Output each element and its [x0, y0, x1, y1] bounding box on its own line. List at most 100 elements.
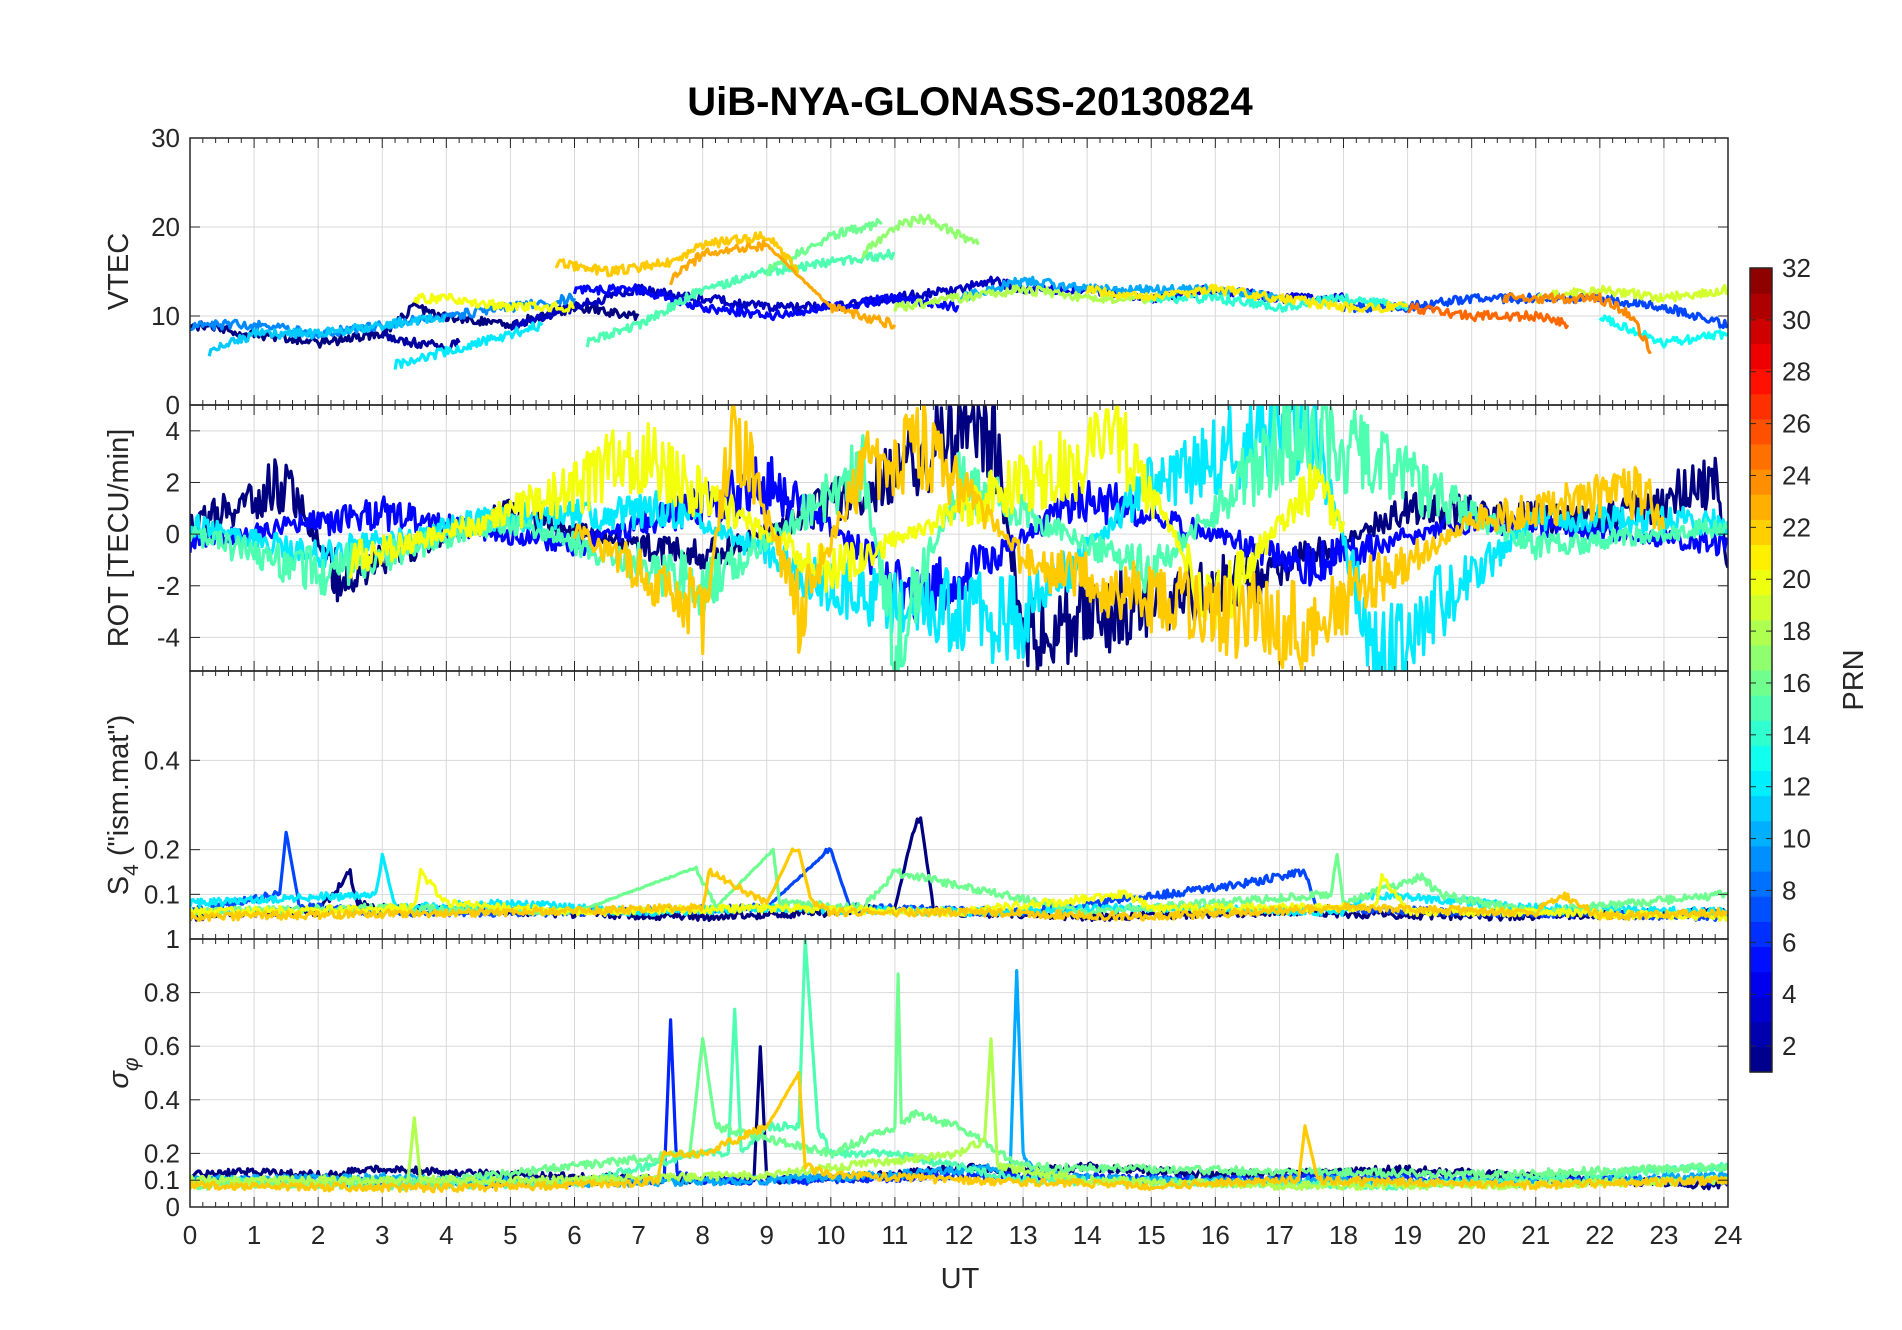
x-tick-label: 11	[881, 1220, 908, 1250]
colorbar-segment	[1750, 594, 1772, 621]
colorbar-segment	[1750, 670, 1772, 696]
colorbar-segment	[1750, 871, 1772, 897]
colorbar-segment	[1750, 820, 1772, 847]
x-tick-label: 21	[1521, 1220, 1550, 1250]
colorbar-segment	[1750, 544, 1772, 571]
colorbar-segment	[1750, 494, 1772, 520]
y-tick-label-s4: 0.2	[144, 835, 180, 865]
series-line-vtec-prn-17	[861, 213, 980, 259]
x-tick-label: 18	[1329, 1220, 1358, 1250]
colorbar-tick-label: 10	[1782, 824, 1811, 854]
colorbar-tick-label: 32	[1782, 253, 1811, 283]
colorbar-segment	[1750, 318, 1772, 344]
colorbar-segment	[1750, 971, 1772, 998]
y-tick-label-s4: 0.1	[144, 879, 180, 909]
colorbar-segment	[1750, 695, 1772, 721]
x-tick-label: 23	[1649, 1220, 1678, 1250]
y-tick-label-rot: -2	[157, 571, 180, 601]
series-line-vtec-prn-5	[572, 283, 960, 322]
colorbar-label: PRN	[1838, 649, 1870, 710]
colorbar-tick-label: 12	[1782, 772, 1811, 802]
colorbar-segment	[1750, 519, 1772, 545]
y-axis-label-sigma_phi: σφ	[103, 1057, 143, 1089]
ticks-vtec	[189, 137, 1729, 406]
x-tick-label: 1	[247, 1220, 261, 1250]
y-tick-label-sigma_phi: 0.4	[144, 1085, 180, 1115]
colorbar-segment	[1750, 368, 1772, 395]
series-line-vtec-prn-24	[1502, 292, 1652, 354]
colorbar-segment	[1750, 1046, 1772, 1073]
series-line-vtec-prn-19	[1534, 284, 1728, 304]
x-tick-label: 22	[1585, 1220, 1614, 1250]
x-tick-label: 5	[503, 1220, 517, 1250]
y-tick-label-sigma_phi: 0.1	[144, 1165, 180, 1195]
y-axis-label-s4: S4 ("ism.mat")	[103, 715, 143, 896]
series-line-rot-prn-22	[572, 405, 1666, 671]
y-tick-label-overlap: 1	[166, 924, 180, 954]
series-line-rot-prn-12	[190, 405, 1728, 671]
colorbar-segment	[1750, 720, 1772, 746]
x-tick-label: 19	[1393, 1220, 1422, 1250]
colorbar-tick-label: 30	[1782, 305, 1811, 335]
colorbar-segment	[1750, 469, 1772, 495]
series-vtec	[190, 213, 1728, 370]
y-tick-label-sigma_phi: 0.2	[144, 1138, 180, 1168]
series-line-sigma_phi-prn-18	[190, 1037, 1728, 1191]
y-axis-label-rot: ROT [TECU/min]	[103, 429, 135, 648]
y-tick-label-sigma_phi: 0	[166, 1192, 180, 1222]
colorbar-segment	[1750, 946, 1772, 973]
colorbar-segment	[1750, 921, 1772, 947]
colorbar-segment	[1750, 569, 1772, 596]
x-tick-label: 6	[567, 1220, 581, 1250]
x-tick-label: 8	[695, 1220, 709, 1250]
colorbar-tick-label: 2	[1782, 1031, 1796, 1061]
colorbar-tick-label: 24	[1782, 460, 1811, 490]
x-tick-label: 7	[631, 1220, 645, 1250]
y-axis-label-vtec: VTEC	[103, 233, 135, 310]
series-line-vtec-prn-18	[893, 284, 1152, 312]
colorbar-tick-label: 26	[1782, 409, 1811, 439]
colorbar-segment	[1750, 644, 1772, 671]
x-tick-label: 10	[816, 1220, 845, 1250]
colorbar-tick-label: 20	[1782, 564, 1811, 594]
colorbar-segment	[1750, 795, 1772, 822]
colorbar-tick-label: 4	[1782, 979, 1796, 1009]
colorbar-segment	[1750, 418, 1772, 445]
series-line-vtec-prn-25	[1407, 302, 1570, 330]
y-tick-label-vtec: 10	[151, 301, 180, 331]
ticks-s4	[189, 671, 1729, 939]
x-tick-label: 2	[311, 1220, 325, 1250]
panel-vtec: 0 10 20 30 VTEC	[103, 123, 1729, 420]
x-tick-label: 9	[760, 1220, 774, 1250]
series-line-s4-prn-22	[190, 847, 1728, 922]
colorbar-tick-label: 8	[1782, 875, 1796, 905]
y-tick-label-vtec: 30	[151, 123, 180, 153]
grid-vtec	[189, 137, 1729, 406]
colorbar-segment	[1750, 770, 1772, 797]
series-line-vtec-prn-13	[1598, 314, 1728, 349]
x-tick-label: 20	[1457, 1220, 1486, 1250]
y-tick-label-rot: 0	[166, 519, 180, 549]
colorbar-segment	[1750, 443, 1772, 470]
y-tick-label-rot: -4	[157, 622, 180, 652]
colorbar-segment	[1750, 268, 1772, 294]
colorbar-segment	[1750, 619, 1772, 646]
ticks-rot	[189, 405, 1729, 671]
colorbar-tick-label: 16	[1782, 668, 1811, 698]
series-line-rot-prn-15	[190, 405, 1728, 671]
y-tick-label-vtec: 0	[166, 390, 180, 420]
colorbar-tick-label: 22	[1782, 512, 1811, 542]
colorbar-tick-label: 18	[1782, 616, 1811, 646]
chart-title: UiB-NYA-GLONASS-20130824	[687, 80, 1253, 124]
colorbar-tick-label: 6	[1782, 927, 1796, 957]
series-line-vtec-prn-21	[1085, 283, 1409, 314]
colorbar-segment	[1750, 745, 1772, 772]
x-tick-label: 4	[439, 1220, 453, 1250]
colorbar-segment	[1750, 845, 1772, 872]
panel-rot: -4 -2 0 2 4 ROT [TECU/min]	[103, 404, 1729, 672]
grid-s4	[189, 671, 1729, 939]
x-tick-label: 16	[1201, 1220, 1230, 1250]
ticks-sigma_phi	[189, 939, 1729, 1208]
